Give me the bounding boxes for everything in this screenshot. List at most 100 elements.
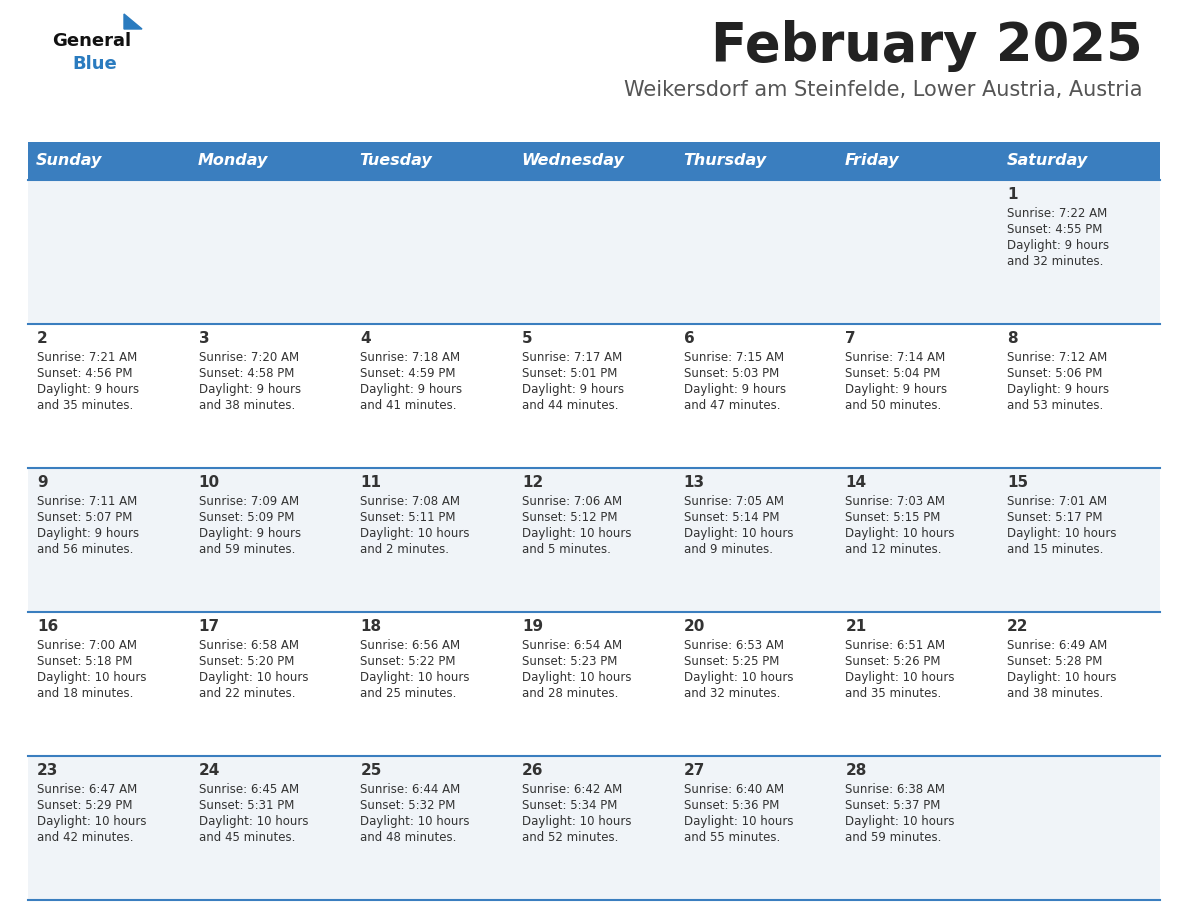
- Bar: [29, 756, 1159, 900]
- Text: Sunset: 5:22 PM: Sunset: 5:22 PM: [360, 655, 456, 668]
- Text: Sunset: 5:14 PM: Sunset: 5:14 PM: [684, 511, 779, 524]
- Bar: [29, 612, 1159, 756]
- Text: Sunrise: 7:11 AM: Sunrise: 7:11 AM: [37, 495, 137, 508]
- Text: 24: 24: [198, 763, 220, 778]
- Text: Sunset: 5:31 PM: Sunset: 5:31 PM: [198, 799, 293, 812]
- Text: Sunset: 4:59 PM: Sunset: 4:59 PM: [360, 367, 456, 380]
- Text: Sunrise: 7:22 AM: Sunrise: 7:22 AM: [1007, 207, 1107, 220]
- Text: Daylight: 10 hours: Daylight: 10 hours: [198, 671, 308, 684]
- Text: Sunset: 5:20 PM: Sunset: 5:20 PM: [198, 655, 293, 668]
- Text: 9: 9: [37, 475, 48, 490]
- Text: Friday: Friday: [845, 153, 899, 169]
- Text: Daylight: 10 hours: Daylight: 10 hours: [1007, 527, 1117, 540]
- Text: Sunset: 4:55 PM: Sunset: 4:55 PM: [1007, 223, 1102, 236]
- Text: Sunset: 5:32 PM: Sunset: 5:32 PM: [360, 799, 456, 812]
- Text: Sunrise: 6:42 AM: Sunrise: 6:42 AM: [522, 783, 623, 796]
- Text: Daylight: 9 hours: Daylight: 9 hours: [37, 527, 139, 540]
- Text: General: General: [52, 32, 131, 50]
- Bar: [190, 142, 352, 180]
- Text: Sunrise: 7:21 AM: Sunrise: 7:21 AM: [37, 351, 137, 364]
- Text: Daylight: 9 hours: Daylight: 9 hours: [684, 383, 786, 396]
- Text: Sunrise: 6:45 AM: Sunrise: 6:45 AM: [198, 783, 298, 796]
- Text: Sunrise: 6:44 AM: Sunrise: 6:44 AM: [360, 783, 461, 796]
- Text: Sunrise: 7:06 AM: Sunrise: 7:06 AM: [522, 495, 623, 508]
- Text: Daylight: 9 hours: Daylight: 9 hours: [846, 383, 948, 396]
- Bar: [513, 142, 675, 180]
- Text: Daylight: 10 hours: Daylight: 10 hours: [360, 527, 469, 540]
- Text: and 32 minutes.: and 32 minutes.: [684, 687, 781, 700]
- Text: Sunset: 5:15 PM: Sunset: 5:15 PM: [846, 511, 941, 524]
- Text: Monday: Monday: [197, 153, 268, 169]
- Text: 13: 13: [684, 475, 704, 490]
- Text: Daylight: 10 hours: Daylight: 10 hours: [684, 527, 794, 540]
- Text: Sunrise: 6:38 AM: Sunrise: 6:38 AM: [846, 783, 946, 796]
- Text: Sunrise: 7:17 AM: Sunrise: 7:17 AM: [522, 351, 623, 364]
- Text: and 12 minutes.: and 12 minutes.: [846, 543, 942, 556]
- Bar: [29, 142, 190, 180]
- Text: Sunset: 5:36 PM: Sunset: 5:36 PM: [684, 799, 779, 812]
- Text: Daylight: 9 hours: Daylight: 9 hours: [1007, 383, 1110, 396]
- Text: and 50 minutes.: and 50 minutes.: [846, 399, 942, 412]
- Text: Daylight: 9 hours: Daylight: 9 hours: [360, 383, 462, 396]
- Text: 15: 15: [1007, 475, 1029, 490]
- Text: Sunset: 5:07 PM: Sunset: 5:07 PM: [37, 511, 132, 524]
- Text: Sunrise: 6:51 AM: Sunrise: 6:51 AM: [846, 639, 946, 652]
- Text: Daylight: 10 hours: Daylight: 10 hours: [846, 671, 955, 684]
- Text: Sunset: 5:17 PM: Sunset: 5:17 PM: [1007, 511, 1102, 524]
- Text: Sunrise: 6:53 AM: Sunrise: 6:53 AM: [684, 639, 784, 652]
- Text: and 38 minutes.: and 38 minutes.: [198, 399, 295, 412]
- Text: and 59 minutes.: and 59 minutes.: [198, 543, 295, 556]
- Text: and 28 minutes.: and 28 minutes.: [522, 687, 619, 700]
- Text: and 32 minutes.: and 32 minutes.: [1007, 255, 1104, 268]
- Text: Sunset: 5:09 PM: Sunset: 5:09 PM: [198, 511, 293, 524]
- Text: 25: 25: [360, 763, 381, 778]
- Text: Daylight: 10 hours: Daylight: 10 hours: [522, 527, 632, 540]
- Text: Daylight: 10 hours: Daylight: 10 hours: [684, 671, 794, 684]
- Text: Sunset: 5:12 PM: Sunset: 5:12 PM: [522, 511, 618, 524]
- Text: Sunset: 4:58 PM: Sunset: 4:58 PM: [198, 367, 293, 380]
- Text: Sunrise: 7:20 AM: Sunrise: 7:20 AM: [198, 351, 298, 364]
- Text: Sunset: 5:11 PM: Sunset: 5:11 PM: [360, 511, 456, 524]
- Text: Sunset: 5:37 PM: Sunset: 5:37 PM: [846, 799, 941, 812]
- Text: and 15 minutes.: and 15 minutes.: [1007, 543, 1104, 556]
- Text: and 22 minutes.: and 22 minutes.: [198, 687, 295, 700]
- Text: 1: 1: [1007, 187, 1018, 202]
- Text: 22: 22: [1007, 619, 1029, 634]
- Text: Sunrise: 7:00 AM: Sunrise: 7:00 AM: [37, 639, 137, 652]
- Text: Sunset: 5:04 PM: Sunset: 5:04 PM: [846, 367, 941, 380]
- Text: and 59 minutes.: and 59 minutes.: [846, 831, 942, 844]
- Text: Daylight: 9 hours: Daylight: 9 hours: [522, 383, 624, 396]
- Bar: [29, 324, 1159, 468]
- Text: Sunrise: 7:18 AM: Sunrise: 7:18 AM: [360, 351, 461, 364]
- Text: Sunset: 5:28 PM: Sunset: 5:28 PM: [1007, 655, 1102, 668]
- Text: Sunrise: 7:14 AM: Sunrise: 7:14 AM: [846, 351, 946, 364]
- Text: Sunset: 5:25 PM: Sunset: 5:25 PM: [684, 655, 779, 668]
- Text: 16: 16: [37, 619, 58, 634]
- Text: Sunset: 5:01 PM: Sunset: 5:01 PM: [522, 367, 618, 380]
- Text: 4: 4: [360, 331, 371, 346]
- Text: Daylight: 9 hours: Daylight: 9 hours: [37, 383, 139, 396]
- Text: Daylight: 10 hours: Daylight: 10 hours: [198, 815, 308, 828]
- Text: Sunset: 5:03 PM: Sunset: 5:03 PM: [684, 367, 779, 380]
- Text: and 35 minutes.: and 35 minutes.: [37, 399, 133, 412]
- Text: Daylight: 10 hours: Daylight: 10 hours: [846, 527, 955, 540]
- Text: Tuesday: Tuesday: [360, 153, 432, 169]
- Text: Sunrise: 7:08 AM: Sunrise: 7:08 AM: [360, 495, 460, 508]
- Text: and 5 minutes.: and 5 minutes.: [522, 543, 611, 556]
- Text: Sunrise: 7:09 AM: Sunrise: 7:09 AM: [198, 495, 298, 508]
- Text: Sunset: 4:56 PM: Sunset: 4:56 PM: [37, 367, 132, 380]
- Text: and 53 minutes.: and 53 minutes.: [1007, 399, 1104, 412]
- Text: Daylight: 10 hours: Daylight: 10 hours: [522, 671, 632, 684]
- Text: and 41 minutes.: and 41 minutes.: [360, 399, 457, 412]
- Text: 23: 23: [37, 763, 58, 778]
- Text: and 55 minutes.: and 55 minutes.: [684, 831, 781, 844]
- Text: and 2 minutes.: and 2 minutes.: [360, 543, 449, 556]
- Text: and 48 minutes.: and 48 minutes.: [360, 831, 456, 844]
- Text: Sunrise: 7:15 AM: Sunrise: 7:15 AM: [684, 351, 784, 364]
- Bar: [29, 180, 1159, 324]
- Text: 27: 27: [684, 763, 706, 778]
- Text: and 52 minutes.: and 52 minutes.: [522, 831, 619, 844]
- Text: 3: 3: [198, 331, 209, 346]
- Text: 17: 17: [198, 619, 220, 634]
- Text: and 56 minutes.: and 56 minutes.: [37, 543, 133, 556]
